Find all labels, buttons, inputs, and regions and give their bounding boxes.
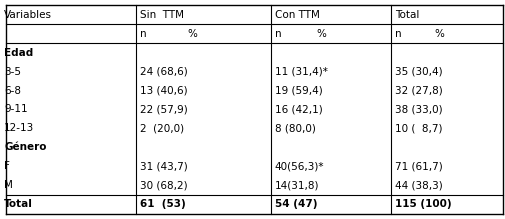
Text: 54 (47): 54 (47) — [274, 199, 317, 209]
Text: n: n — [274, 29, 281, 39]
Text: 32 (27,8): 32 (27,8) — [394, 86, 441, 95]
Text: Género: Género — [4, 142, 46, 152]
Text: %: % — [434, 29, 443, 39]
Text: 31 (43,7): 31 (43,7) — [139, 161, 187, 171]
Text: 13 (40,6): 13 (40,6) — [139, 86, 187, 95]
Text: 2  (20,0): 2 (20,0) — [139, 124, 183, 133]
Text: n: n — [139, 29, 146, 39]
Text: Total: Total — [394, 10, 418, 20]
Text: 61  (53): 61 (53) — [139, 199, 185, 209]
Text: 71 (61,7): 71 (61,7) — [394, 161, 441, 171]
Text: 14(31,8): 14(31,8) — [274, 180, 319, 190]
Text: 19 (59,4): 19 (59,4) — [274, 86, 322, 95]
Text: %: % — [316, 29, 326, 39]
Text: %: % — [186, 29, 196, 39]
Text: 8 (80,0): 8 (80,0) — [274, 124, 315, 133]
Text: 11 (31,4)*: 11 (31,4)* — [274, 67, 327, 77]
Text: M: M — [4, 180, 13, 190]
Text: 10 (  8,7): 10 ( 8,7) — [394, 124, 441, 133]
Text: 12-13: 12-13 — [4, 124, 34, 133]
Text: Con TTM: Con TTM — [274, 10, 319, 20]
Text: n: n — [394, 29, 400, 39]
Text: 24 (68,6): 24 (68,6) — [139, 67, 187, 77]
Text: Total: Total — [4, 199, 33, 209]
Text: 38 (33,0): 38 (33,0) — [394, 104, 441, 115]
Text: F: F — [4, 161, 10, 171]
Text: Edad: Edad — [4, 48, 33, 58]
Text: 44 (38,3): 44 (38,3) — [394, 180, 441, 190]
Text: 6-8: 6-8 — [4, 86, 21, 95]
Text: 30 (68,2): 30 (68,2) — [139, 180, 187, 190]
Text: 40(56,3)*: 40(56,3)* — [274, 161, 324, 171]
Text: 115 (100): 115 (100) — [394, 199, 450, 209]
Text: 22 (57,9): 22 (57,9) — [139, 104, 187, 115]
Text: 9-11: 9-11 — [4, 104, 28, 115]
Text: Sin  TTM: Sin TTM — [139, 10, 183, 20]
Text: 3-5: 3-5 — [4, 67, 21, 77]
Text: Variables: Variables — [4, 10, 52, 20]
Text: 16 (42,1): 16 (42,1) — [274, 104, 322, 115]
Text: 35 (30,4): 35 (30,4) — [394, 67, 441, 77]
